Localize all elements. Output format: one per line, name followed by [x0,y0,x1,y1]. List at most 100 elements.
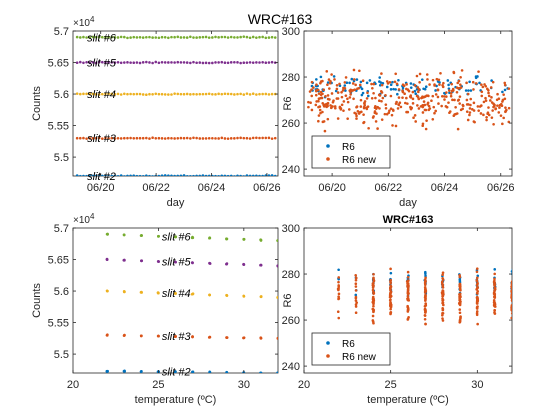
data-point-slit-2 [138,174,142,176]
data-point-R6-new [367,126,370,130]
data-point-slit-4 [157,92,161,96]
data-point-slit-5 [91,60,95,64]
data-point-slit-3 [138,136,142,140]
data-point-slit-5 [173,61,176,64]
data-point-R6-new [362,120,366,124]
data-point-slit-6 [214,35,217,39]
data-point-slit-2 [214,174,217,176]
data-point-slit-6 [170,35,173,39]
data-point-R6 [414,92,418,96]
data-point-slit-3 [201,137,205,140]
data-point-slit-5 [259,263,263,267]
data-point-R6-new [372,300,375,303]
data-point-slit-5 [173,260,177,264]
data-point-slit-6 [122,233,126,237]
data-point-slit-4 [207,92,211,96]
data-point-R6-new [449,92,453,95]
data-point-slit-6 [91,35,95,39]
data-point-slit-6 [223,35,227,39]
y-axis-label: R6 [282,96,294,110]
data-point-R6-new [433,111,436,115]
data-point-R6-new [347,108,351,111]
data-point-slit-4 [236,92,239,96]
data-point-R6-new [405,83,408,86]
data-point-R6-new [390,113,394,117]
data-point-R6-new [503,83,507,87]
data-point-slit-5 [105,258,109,261]
data-point-R6-new [336,117,340,120]
data-point-R6-new [388,295,392,299]
data-point-R6-new [451,87,455,91]
data-point-R6-new [315,83,318,86]
data-point-R6-new [354,83,357,87]
data-point-slit-4 [97,93,101,96]
data-point-slit-6 [217,36,220,39]
data-point-R6-new [363,102,366,105]
data-point-slit-6 [204,35,208,39]
data-point-R6-new [355,301,359,304]
data-point-R6 [378,76,382,79]
data-point-slit-5 [97,60,101,64]
data-point-R6-new [454,105,457,109]
data-point-slit-2 [242,175,246,176]
data-point-slit-4 [242,294,246,298]
data-point-R6-new [447,101,450,104]
data-point-slit-3 [225,336,229,339]
data-point-R6-new [479,112,483,115]
data-point-R6-new [399,105,403,109]
data-point-slit-5 [179,61,183,64]
data-point-R6-new [502,116,505,120]
data-point-R6-new [427,104,431,108]
data-point-R6-new [441,286,445,289]
data-point-slit-2 [167,174,170,176]
data-point-slit-3 [191,335,194,338]
data-point-R6-new [496,104,499,107]
data-point-slit-2 [229,174,233,176]
data-point-slit-2 [170,174,173,176]
data-point-R6 [361,91,365,95]
data-point-R6-new [354,282,358,285]
data-point-R6-new [354,276,358,280]
data-point-R6 [435,84,438,88]
data-point-R6 [326,81,330,84]
y-axis-label: Counts [31,283,43,318]
data-point-slit-4 [189,93,192,96]
data-point-R6-new [328,98,331,101]
x-axis-label: temperature (ºC) [367,394,449,406]
data-point-R6-new [342,109,345,112]
data-point-R6-new [510,316,512,320]
data-point-slit-3 [273,136,277,140]
data-point-slit-2 [105,370,109,373]
data-point-R6-new [476,286,479,289]
data-point-R6-new [490,96,493,99]
data-point-R6-new [492,122,495,126]
data-point-R6 [345,81,349,85]
data-point-slit-3 [119,137,123,140]
data-point-R6-new [344,94,348,97]
data-point-R6-new [421,124,425,128]
x-tick-label: 20 [298,379,310,391]
data-point-R6-new [411,102,415,105]
data-point-R6-new [453,98,456,102]
data-point-R6-new [372,91,375,95]
data-point-slit-3 [156,334,160,338]
data-point-R6-new [317,99,320,103]
data-point-R6-new [378,107,381,110]
data-point-R6-new [493,104,496,108]
x-tick-label: 06/22 [142,182,170,194]
data-point-R6-new [442,81,445,85]
data-point-R6 [469,89,473,92]
data-point-R6-new [323,129,327,133]
data-point-R6-new [475,283,479,287]
data-point-slit-4 [154,92,158,96]
data-point-R6-new [341,89,345,92]
data-point-R6-new [394,124,398,128]
data-point-R6-new [389,267,392,271]
data-point-slit-3 [239,136,242,140]
chart-r6_vs_temperature: 20 25 30 240 260 280 300 temperature (ºC) R6 WRC#… [282,214,513,406]
data-point-slit-6 [163,35,167,39]
series-label: slit #2 [87,171,116,183]
data-point-R6-new [349,93,352,96]
data-point-R6-new [491,80,495,84]
